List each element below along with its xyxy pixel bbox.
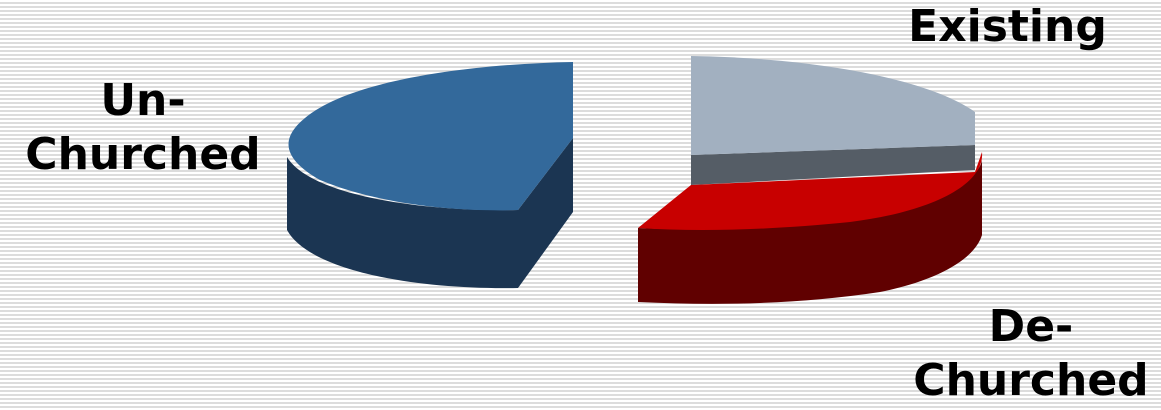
- pie-slice-existing-side: [691, 145, 975, 185]
- slice-label-existing-line1: Existing: [908, 1, 1107, 52]
- pie-slice-unchurched: [287, 62, 573, 289]
- pie-slice-unchurched-cut-face: [518, 138, 573, 288]
- pie-slice-unchurched-side: [287, 157, 518, 289]
- pie-slice-dechurched-top: [638, 152, 983, 230]
- slice-label-dechurched-line1: De-: [988, 301, 1074, 352]
- slice-label-unchurched-line2: Churched: [25, 129, 261, 180]
- slice-label-dechurched-line2: Churched: [913, 355, 1149, 406]
- pie-slice-existing: [691, 56, 975, 185]
- slice-label-existing: Existing: [890, 0, 1125, 54]
- pie-slice-dechurched-side: [638, 160, 982, 304]
- slice-label-dechurched: De- Churched: [906, 300, 1156, 408]
- pie-slice-dechurched: [638, 152, 983, 304]
- slice-label-unchurched: Un- Churched: [8, 74, 278, 182]
- pie-slice-unchurched-top: [288, 62, 573, 211]
- slice-label-unchurched-line1: Un-: [100, 75, 186, 126]
- pie-slice-existing-top: [691, 56, 975, 155]
